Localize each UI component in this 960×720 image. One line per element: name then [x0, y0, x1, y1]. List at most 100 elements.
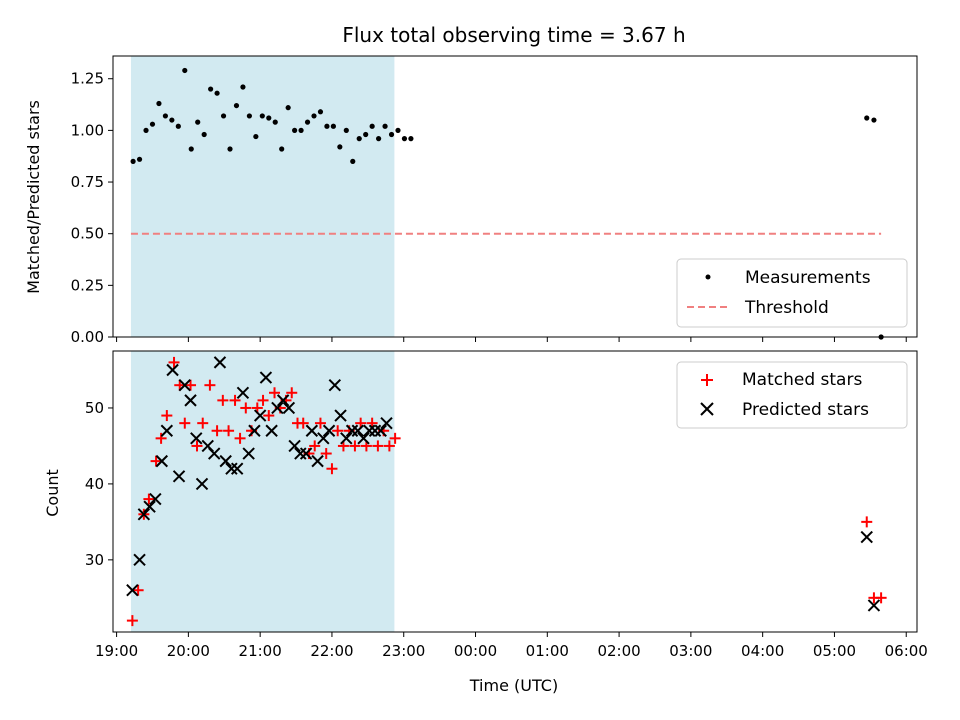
matched-stars-point — [309, 440, 321, 452]
x-tick-label: 22:00 — [310, 642, 353, 660]
x-tick-label: 23:00 — [382, 642, 425, 660]
predicted-stars-point — [236, 386, 250, 399]
y-tick-label: 1.00 — [71, 121, 104, 139]
measurement-point — [292, 127, 298, 133]
matched-stars-point — [332, 425, 344, 437]
y-tick-label: 0.00 — [71, 328, 104, 346]
matched-stars-point — [269, 387, 281, 399]
legend-threshold-label: Threshold — [744, 298, 829, 318]
matched-stars-point — [240, 402, 252, 414]
measurement-point — [195, 119, 201, 125]
matched-stars-point — [143, 493, 155, 505]
y-tick-label: 0.25 — [71, 276, 104, 294]
measurement-point — [401, 136, 408, 142]
predicted-stars-point — [143, 500, 156, 513]
x-tick-label: 05:00 — [813, 642, 856, 660]
y-tick-label: 0.50 — [71, 225, 104, 243]
matched-stars-point — [168, 356, 180, 368]
measurement-point — [130, 158, 136, 164]
predicted-stars-point — [248, 424, 261, 437]
measurement-point — [330, 123, 336, 129]
predicted-stars-point — [380, 416, 393, 430]
y-tick-label: 30 — [85, 551, 104, 569]
predicted-stars-point — [230, 462, 244, 475]
legend-matched-marker — [701, 374, 713, 386]
measurement-point — [214, 90, 220, 96]
x-tick-label: 02:00 — [597, 642, 640, 660]
measurement-point — [395, 127, 401, 133]
measurement-point — [376, 136, 382, 142]
bottom-y-axis-label: Count — [43, 469, 62, 517]
measurement-point — [149, 121, 156, 127]
top-y-ticks: 0.00 0.25 0.50 0.75 1.00 1.25 — [71, 70, 113, 346]
top-legend: Measurements Threshold — [676, 258, 908, 328]
predicted-stars-point — [363, 424, 376, 437]
measurement-point — [162, 113, 169, 119]
matched-stars-point — [211, 425, 223, 437]
predicted-stars-point — [259, 371, 273, 384]
measurement-point — [182, 67, 188, 74]
predicted-stars-point — [242, 447, 255, 460]
predicted-stars-point — [351, 424, 364, 437]
matched-stars-point — [320, 448, 332, 460]
measurement-point — [285, 105, 291, 111]
matched-stars-point — [161, 410, 173, 422]
predicted-stars-point — [172, 470, 186, 483]
matched-stars-point — [179, 417, 191, 429]
matched-stars-point — [389, 432, 401, 444]
y-tick-label: 0.75 — [71, 173, 104, 191]
measurement-point — [143, 127, 149, 133]
legend-predicted-marker — [700, 402, 714, 416]
predicted-stars-point — [219, 454, 232, 468]
measurement-point — [317, 109, 324, 115]
measurement-point — [356, 136, 362, 142]
x-tick-label: 06:00 — [885, 642, 928, 660]
measurement-point — [201, 131, 207, 138]
matched-stars-point — [286, 387, 298, 399]
measurement-point — [208, 86, 214, 92]
measurement-point — [311, 113, 317, 119]
x-tick-label: 21:00 — [239, 642, 282, 660]
measurement-point — [220, 113, 227, 119]
predicted-stars-point — [305, 424, 319, 437]
predicted-stars-point — [137, 508, 151, 521]
measurement-point — [343, 127, 349, 133]
bottom-legend: Matched stars Predicted stars — [676, 361, 908, 429]
y-tick-label: 40 — [85, 475, 104, 493]
matched-stars-point — [234, 432, 246, 444]
matched-stars-point — [383, 440, 395, 452]
predicted-stars-point — [311, 454, 324, 468]
matched-stars-point — [861, 516, 873, 528]
measurement-point — [298, 127, 304, 133]
matched-stars-point — [223, 425, 235, 437]
predicted-stars-point — [166, 363, 179, 377]
bottom-y-ticks: 30 40 50 — [85, 399, 113, 569]
measurement-point — [350, 158, 356, 164]
bottom-axes-frame — [112, 350, 918, 633]
x-tick-label: 00:00 — [454, 642, 497, 660]
predicted-stars-point — [294, 447, 307, 460]
predicted-stars-point — [282, 401, 296, 415]
chart-title: Flux total observing time = 3.67 h — [342, 23, 685, 47]
measurement-point — [369, 123, 375, 129]
predicted-stars-point — [126, 584, 139, 597]
predicted-stars-point — [213, 356, 227, 369]
predicted-stars-point — [155, 454, 169, 468]
predicted-stars-point — [334, 409, 347, 422]
measurement-point — [136, 156, 143, 162]
matched-stars-point — [204, 379, 216, 391]
measurement-point — [246, 113, 252, 119]
x-tick-label: 03:00 — [669, 642, 712, 660]
predicted-stars-point — [225, 462, 238, 475]
matched-stars-point — [875, 592, 887, 604]
legend-predicted-label: Predicted stars — [742, 400, 869, 420]
matched-stars-point — [257, 394, 269, 406]
predicted-stars-point — [195, 477, 209, 491]
measurement-point — [408, 136, 414, 142]
predicted-stars-point — [253, 409, 267, 422]
predicted-stars-point — [288, 439, 301, 453]
measurement-point — [272, 119, 278, 125]
measurement-point — [259, 113, 265, 119]
matched-stars-point — [126, 615, 138, 627]
